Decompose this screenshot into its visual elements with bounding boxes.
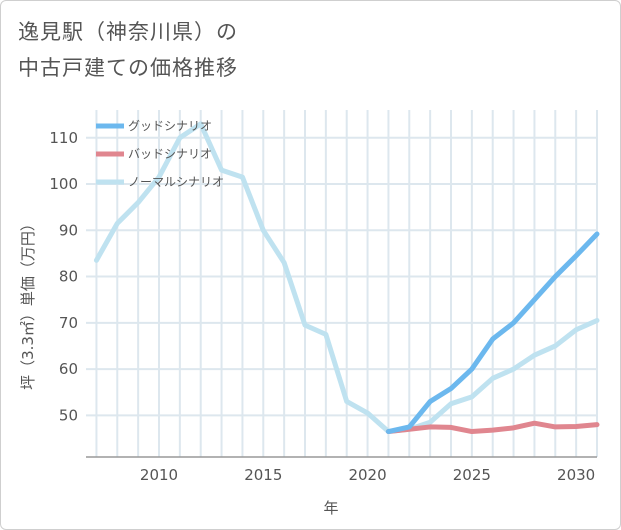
chart-title-line-2: 中古戸建ての価格推移 <box>18 56 238 80</box>
series-line-bad <box>385 420 600 435</box>
y-tick-90: 90 <box>59 221 78 239</box>
chart-title: 逸見駅（神奈川県）の 中古戸建ての価格推移 <box>18 14 238 86</box>
y-tick-110: 110 <box>49 129 78 147</box>
x-tick-2025: 2025 <box>453 466 491 484</box>
grid-lines <box>86 110 598 457</box>
legend-label-bad: バッドシナリオ <box>128 147 212 161</box>
x-tick-2030: 2030 <box>557 466 595 484</box>
legend-label-good: グッドシナリオ <box>128 119 212 133</box>
x-axis-label: 年 <box>323 499 338 517</box>
x-tick-2020: 2020 <box>348 466 386 484</box>
y-axis-label: 坪（3.3㎡）単価（万円） <box>19 216 37 390</box>
y-tick-70: 70 <box>59 314 78 332</box>
y-tick-100: 100 <box>49 175 78 193</box>
x-tick-2010: 2010 <box>140 466 178 484</box>
y-tick-50: 50 <box>59 406 78 424</box>
y-tick-labels: 50 60 70 80 90 100 110 <box>49 129 78 425</box>
x-tick-2015: 2015 <box>244 466 282 484</box>
series-line-good <box>385 231 600 435</box>
y-tick-60: 60 <box>59 360 78 378</box>
series-lines <box>93 121 600 435</box>
chart-title-line-1: 逸見駅（神奈川県）の <box>18 20 238 44</box>
series-line-normal <box>93 121 600 435</box>
y-tick-80: 80 <box>59 268 78 286</box>
legend-label-normal: ノーマルシナリオ <box>128 175 224 189</box>
x-tick-labels: 2010 2015 2020 2025 2030 <box>140 466 595 484</box>
